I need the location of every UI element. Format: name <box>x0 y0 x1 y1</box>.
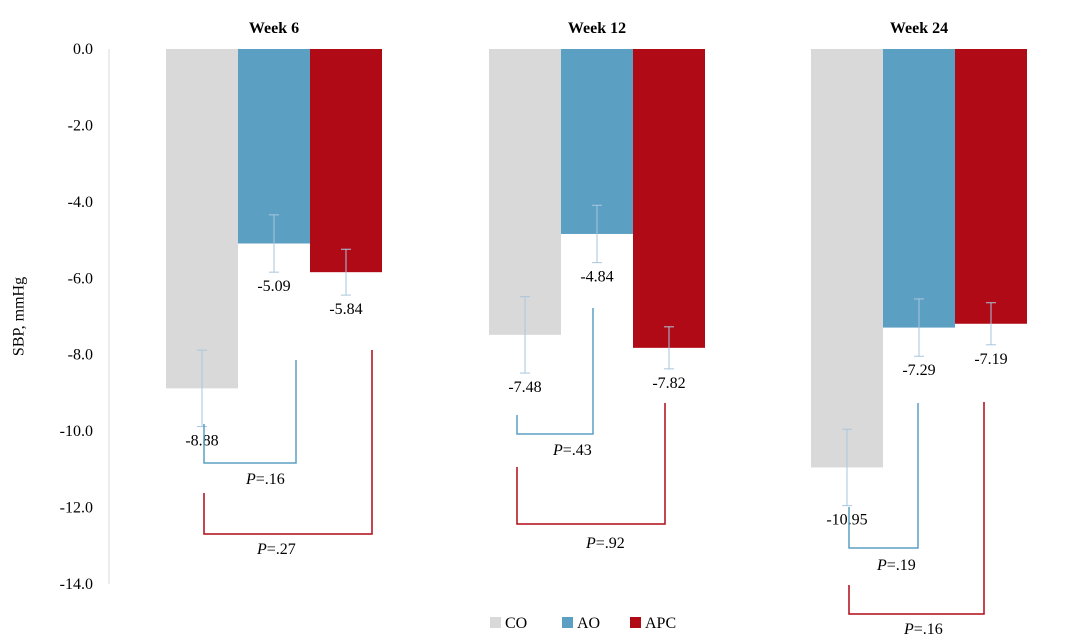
bar-apc <box>310 49 382 273</box>
y-tick-label: -4.0 <box>68 194 93 211</box>
value-label-co: -10.95 <box>826 512 867 529</box>
value-labels: -8.88 -7.48 -10.95 -5.09 -4.84 -7.29 -5.84 -7.8… <box>185 269 1007 529</box>
bar-apc <box>633 49 705 348</box>
legend-swatch-apc <box>630 617 641 628</box>
y-tick-label: -6.0 <box>68 270 93 287</box>
value-label-co: -7.48 <box>508 379 541 396</box>
p-value-label: P=.92 <box>585 535 625 552</box>
week-label: Week 12 <box>568 20 626 37</box>
p-value-label: P=.19 <box>876 557 916 574</box>
bar-co <box>489 49 561 335</box>
legend: CO AO APC <box>490 615 676 632</box>
bar-co <box>166 49 238 389</box>
p-bracket <box>516 403 666 525</box>
bar-ao <box>561 49 633 234</box>
legend-label-co: CO <box>505 615 527 632</box>
bar-apc <box>955 49 1027 324</box>
p-value-label: P=.16 <box>903 621 943 637</box>
week-label: Week 24 <box>890 20 948 37</box>
value-label-ao: -5.09 <box>257 278 290 295</box>
p-value-label: P=.16 <box>245 471 285 488</box>
error-bars <box>197 204 996 507</box>
p-bracket <box>203 360 297 464</box>
bar-ao <box>238 49 310 244</box>
week-labels: Week 6 Week 12 Week 24 <box>249 20 948 37</box>
p-value-label: P=.27 <box>256 541 296 558</box>
value-label-apc: -7.82 <box>652 375 685 392</box>
legend-label-ao: AO <box>577 615 600 632</box>
p-bracket <box>848 403 919 549</box>
bar-co <box>811 49 883 468</box>
y-tick-label: -10.0 <box>60 423 93 440</box>
week-label: Week 6 <box>249 20 299 37</box>
bars <box>166 49 1027 468</box>
value-label-co: -8.88 <box>185 433 218 450</box>
y-tick-label: -8.0 <box>68 347 93 364</box>
p-bracket <box>516 308 594 435</box>
value-label-ao: -7.29 <box>902 362 935 379</box>
legend-swatch-co <box>490 617 501 628</box>
bar-ao <box>883 49 955 328</box>
p-bracket <box>848 402 985 615</box>
value-label-apc: -5.84 <box>329 301 362 318</box>
y-tick-label: 0.0 <box>73 41 93 58</box>
value-label-apc: -7.19 <box>974 351 1007 368</box>
legend-label-apc: APC <box>645 615 676 632</box>
p-bracket <box>203 350 373 535</box>
y-tick-label: -2.0 <box>68 117 93 134</box>
legend-swatch-ao <box>562 617 573 628</box>
y-tick-label: -14.0 <box>60 576 93 593</box>
y-tick-label: -12.0 <box>60 500 93 517</box>
value-label-ao: -4.84 <box>580 269 613 286</box>
y-tick-labels: 0.0 -2.0 -4.0 -6.0 -8.0 -10.0 -12.0 -14.0 <box>60 41 93 593</box>
y-axis-label: SBP, mmHg <box>11 277 28 356</box>
comparison-brackets: P=.16 P=.27 P=.43 P=.92 P=.19 P=.16 <box>203 308 985 637</box>
p-value-label: P=.43 <box>552 442 592 459</box>
